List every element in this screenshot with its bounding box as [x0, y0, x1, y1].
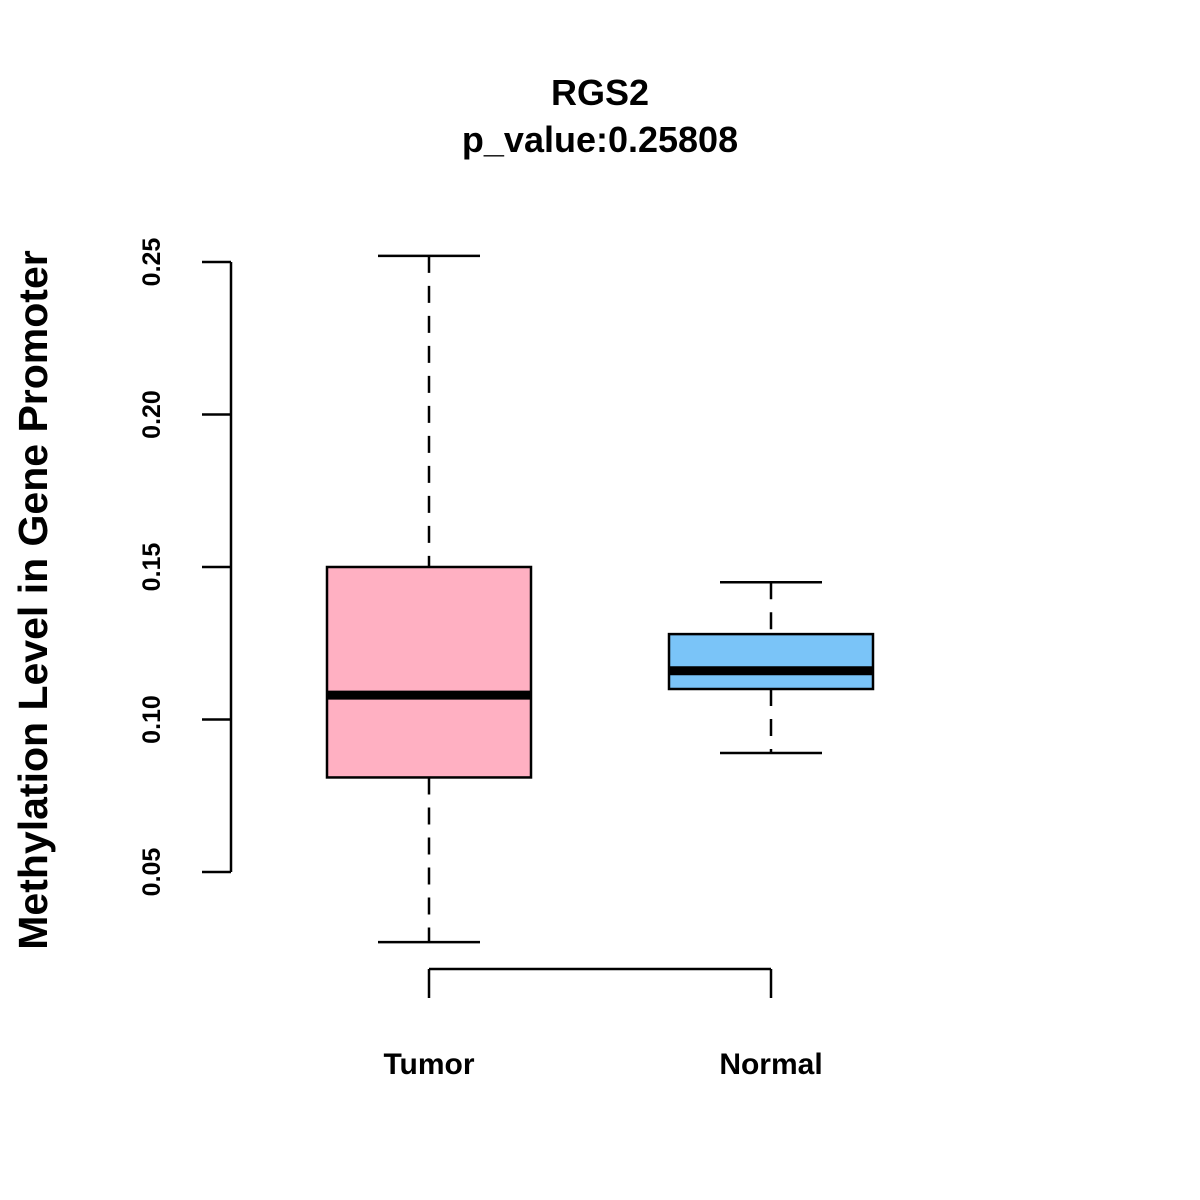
box-iqr	[667, 632, 875, 691]
y-axis: 0.05 0.10 0.15 0.20 0.25	[138, 238, 233, 897]
box-group-normal	[667, 581, 875, 755]
x-axis: Tumor Normal	[383, 967, 823, 1081]
y-tick-label: 0.10	[138, 695, 166, 744]
chart-subtitle: p_value:0.25808	[462, 119, 738, 160]
y-axis-label: Methylation Level in Gene Promoter	[10, 250, 56, 949]
box-iqr	[325, 565, 533, 779]
x-category-label: Tumor	[383, 1048, 474, 1081]
y-tick-label: 0.15	[138, 543, 166, 592]
box-groups	[325, 254, 875, 944]
y-tick-label: 0.20	[138, 390, 166, 439]
box-group-tumor	[325, 254, 533, 944]
y-tick-label: 0.25	[138, 238, 166, 287]
x-category-label: Normal	[719, 1048, 822, 1081]
chart-title: RGS2	[551, 72, 649, 113]
y-tick-label: 0.05	[138, 848, 166, 897]
